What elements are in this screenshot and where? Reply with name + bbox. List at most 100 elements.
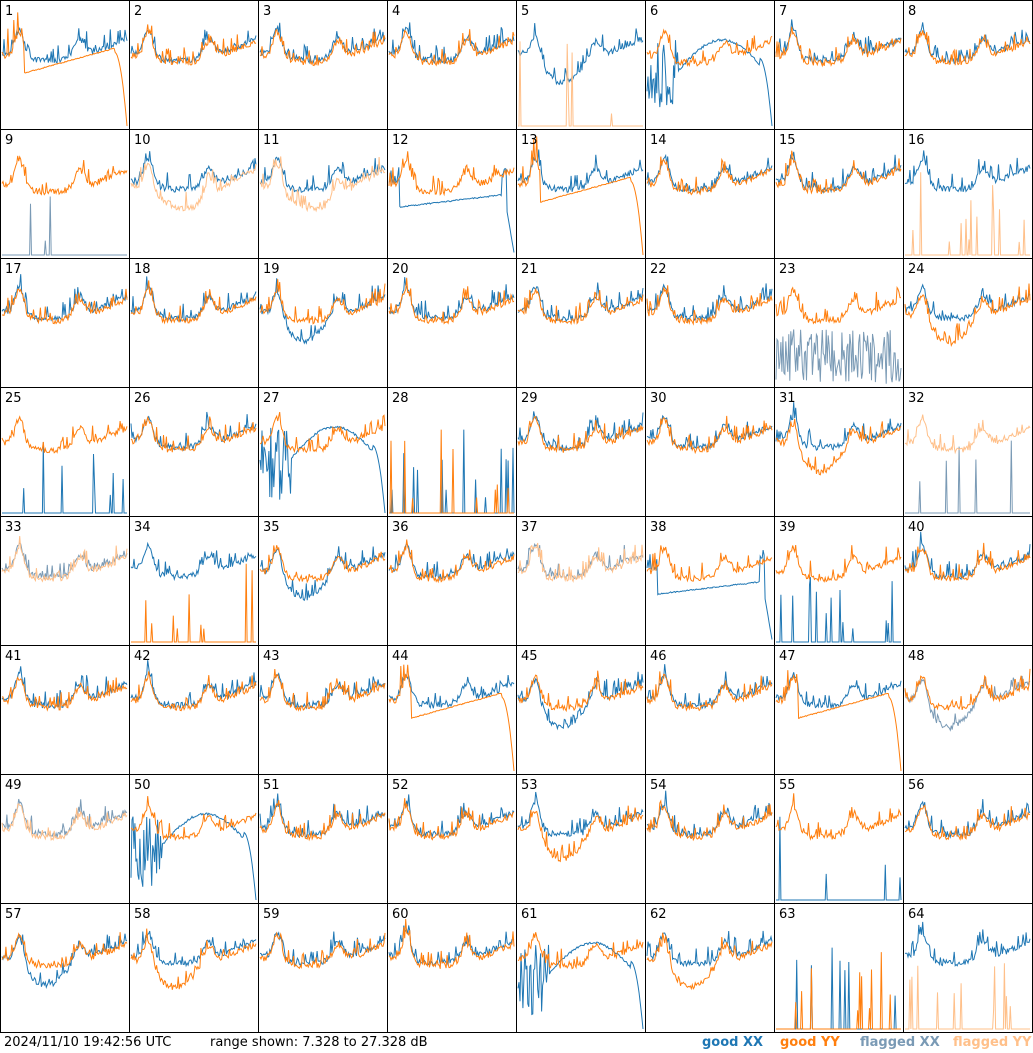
series-yy [646, 799, 773, 842]
series-yy [517, 542, 644, 583]
series-yy [388, 277, 515, 325]
series-xx [775, 329, 902, 384]
panel-1: 1 [0, 0, 130, 130]
series-yy [904, 30, 1031, 66]
panel-label: 2 [134, 4, 142, 19]
panel-label: 24 [908, 262, 925, 277]
series-xx [388, 167, 515, 253]
timestamp-label: 2024/11/10 19:42:56 UTC [4, 1035, 172, 1050]
panel-35: 35 [258, 516, 388, 646]
series-yy [775, 418, 902, 476]
panel-61: 61 [516, 903, 646, 1033]
panel-frame [258, 258, 388, 388]
panel-frame [903, 0, 1033, 130]
panel-label: 8 [908, 4, 916, 19]
panel-frame [258, 129, 388, 259]
panel-frame [129, 0, 259, 130]
panel-47: 47 [774, 645, 904, 775]
series-xx [904, 921, 1031, 967]
panel-frame [0, 516, 130, 646]
range-label: range shown: 7.328 to 27.328 dB [210, 1035, 428, 1050]
panel-63: 63 [774, 903, 904, 1033]
panel-frame [516, 774, 646, 904]
panel-frame [258, 645, 388, 775]
series-yy [1, 676, 128, 712]
series-xx [260, 546, 386, 602]
panel-label: 4 [392, 4, 400, 19]
panel-33: 33 [0, 516, 130, 646]
series-yy [905, 172, 1030, 256]
series-yy [389, 429, 514, 514]
panel-frame [0, 0, 130, 130]
series-yy [259, 279, 386, 325]
panel-frame [0, 129, 130, 259]
panel-frame [0, 387, 130, 517]
panel-label: 15 [779, 133, 796, 148]
series-yy [130, 671, 257, 712]
panel-label: 36 [392, 520, 409, 535]
series-yy [646, 285, 773, 326]
panel-label: 54 [650, 778, 667, 793]
series-yy [775, 793, 902, 841]
panel-24: 24 [903, 258, 1033, 388]
panel-31: 31 [774, 387, 904, 517]
panel-58: 58 [129, 903, 259, 1033]
panel-label: 13 [521, 133, 538, 148]
series-yy [904, 804, 1031, 841]
panel-frame [387, 258, 517, 388]
series-yy [1, 155, 128, 196]
series-yy [646, 932, 773, 991]
series-yy [775, 26, 902, 68]
panel-frame [645, 0, 775, 130]
panel-45: 45 [516, 645, 646, 775]
panel-22: 22 [645, 258, 775, 388]
series-xx [904, 150, 1031, 193]
panel-29: 29 [516, 387, 646, 517]
panel-label: 55 [779, 778, 796, 793]
panel-label: 40 [908, 520, 925, 535]
panel-label: 35 [263, 520, 280, 535]
panel-frame [774, 258, 904, 388]
panel-frame [516, 258, 646, 388]
panel-55: 55 [774, 774, 904, 904]
panel-label: 22 [650, 262, 667, 277]
panel-label: 62 [650, 907, 667, 922]
panel-label: 48 [908, 649, 925, 664]
panel-label: 33 [5, 520, 22, 535]
panel-7: 7 [774, 0, 904, 130]
panel-56: 56 [903, 774, 1033, 904]
panel-40: 40 [903, 516, 1033, 646]
series-xx [517, 941, 644, 1030]
panel-frame [774, 645, 904, 775]
series-yy [130, 24, 257, 66]
series-yy [130, 415, 257, 453]
panel-frame [387, 645, 517, 775]
panel-label: 34 [134, 520, 151, 535]
panel-label: 61 [521, 907, 538, 922]
panel-frame [645, 387, 775, 517]
panel-64: 64 [903, 903, 1033, 1033]
panel-frame [903, 129, 1033, 259]
panel-11: 11 [258, 129, 388, 259]
legend-flagged-xx: flagged XX [860, 1035, 940, 1050]
series-xx [388, 673, 515, 710]
panel-label: 25 [5, 391, 22, 406]
panel-frame [129, 516, 259, 646]
series-yy [905, 963, 1030, 1030]
panel-9: 9 [0, 129, 130, 259]
series-xx [776, 816, 902, 901]
series-yy [517, 415, 644, 453]
series-yy [904, 668, 1031, 711]
panel-frame [0, 903, 130, 1033]
panel-42: 42 [129, 645, 259, 775]
panel-label: 39 [779, 520, 796, 535]
panel-17: 17 [0, 258, 130, 388]
panel-52: 52 [387, 774, 517, 904]
panel-label: 28 [392, 391, 409, 406]
panel-53: 53 [516, 774, 646, 904]
legend-flagged-yy: flagged YY [953, 1035, 1032, 1050]
panel-label: 18 [134, 262, 151, 277]
panel-label: 17 [5, 262, 22, 277]
